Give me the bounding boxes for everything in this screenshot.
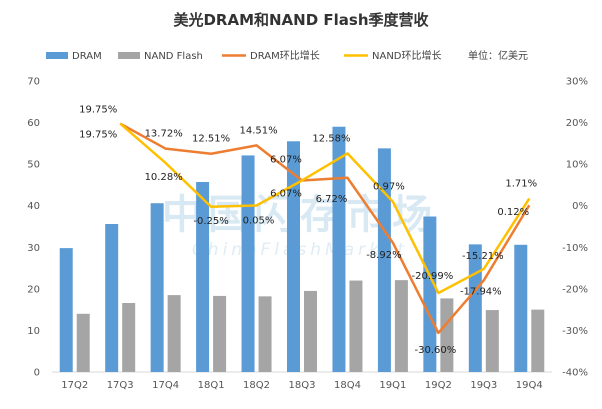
bar-nand <box>122 302 136 372</box>
y-right-tick-label: -30% <box>562 326 588 337</box>
y-right-tick-label: 0% <box>572 201 588 212</box>
bar-dram <box>377 148 391 372</box>
bar-dram <box>514 244 528 372</box>
data-label-nand-growth: 10.28% <box>145 172 183 183</box>
bar-dram <box>59 248 73 372</box>
bar-nand <box>258 296 272 372</box>
x-tick-label: 19Q4 <box>516 380 543 391</box>
data-label-dram-growth: -30.60% <box>414 345 456 356</box>
x-tick-label: 17Q2 <box>61 380 88 391</box>
data-label-nand-growth: 19.75% <box>79 130 117 141</box>
x-tick-label: 18Q3 <box>289 380 316 391</box>
bar-dram <box>105 224 119 372</box>
data-label-nand-growth: 1.71% <box>505 179 537 190</box>
data-label-dram-growth: 19.75% <box>79 105 117 116</box>
data-label-nand-growth: -15.21% <box>462 251 504 262</box>
data-label-dram-growth: 14.51% <box>239 125 277 136</box>
data-label-nand-growth: 0.97% <box>373 182 405 193</box>
bar-nand <box>76 313 90 372</box>
data-label-dram-growth: -8.92% <box>366 250 401 261</box>
unit-label: 单位：亿美元 <box>468 49 528 62</box>
data-label-dram-growth: 12.51% <box>192 134 230 145</box>
data-label-nand-growth: -0.25% <box>193 216 228 227</box>
y-right-tick-label: 30% <box>566 77 588 88</box>
x-tick-label: 18Q4 <box>334 380 361 391</box>
legend-label-dram-growth: DRAM环比增长 <box>250 49 320 62</box>
y-left-tick-label: 0 <box>34 368 40 379</box>
y-right-tick-label: -20% <box>562 284 588 295</box>
y-left-tick-label: 70 <box>27 77 40 88</box>
bar-dram <box>241 155 255 372</box>
y-right-tick-label: 10% <box>566 160 588 171</box>
line-nand-growth <box>119 122 531 295</box>
x-tick-label: 17Q3 <box>107 380 134 391</box>
bar-nand <box>167 295 181 372</box>
bar-nand <box>304 290 317 372</box>
y-right-tick-label: -40% <box>562 368 588 379</box>
y-right-tick-label: 20% <box>566 118 588 129</box>
data-label-dram-growth: 0.12% <box>497 207 529 218</box>
legend-swatch-dram <box>46 52 68 59</box>
bar-dram <box>468 244 482 372</box>
x-tick-label: 19Q3 <box>470 380 497 391</box>
bar-nand <box>349 280 363 372</box>
data-label-dram-growth: 13.72% <box>145 129 183 140</box>
data-label-nand-growth: 12.58% <box>312 133 350 144</box>
x-tick-label: 18Q2 <box>243 380 270 391</box>
legend-label-nand-growth: NAND环比增长 <box>372 49 442 62</box>
bar-dram <box>150 203 164 372</box>
data-label-dram-growth: 6.72% <box>316 194 348 205</box>
bar-nand <box>485 310 499 372</box>
bar-dram <box>332 126 346 372</box>
bar-dram <box>423 216 437 372</box>
y-left-tick-label: 60 <box>27 118 40 129</box>
bar-dram <box>287 141 300 372</box>
x-tick-label: 19Q2 <box>425 380 452 391</box>
legend-label-dram: DRAM <box>72 51 102 62</box>
chart-title: 美光DRAM和NAND Flash季度营收 <box>173 11 428 29</box>
legend-label-nand: NAND Flash <box>144 51 203 62</box>
y-left-tick-label: 40 <box>27 201 40 212</box>
x-tick-label: 19Q1 <box>379 380 406 391</box>
y-right-tick-label: -10% <box>562 243 588 254</box>
x-tick-label: 18Q1 <box>198 380 225 391</box>
y-left-tick-label: 30 <box>27 243 40 254</box>
data-label-nand-growth: 6.07% <box>270 188 302 199</box>
lines <box>119 122 531 335</box>
data-label-dram-growth: 6.07% <box>270 154 302 165</box>
data-label-nand-growth: 0.05% <box>243 216 275 227</box>
legend: DRAM NAND Flash DRAM环比增长 NAND环比增长 单位：亿美元 <box>46 49 528 62</box>
bar-nand <box>394 280 408 372</box>
legend-swatch-nand <box>118 52 140 59</box>
data-label-nand-growth: -20.99% <box>411 271 453 282</box>
bar-dram <box>196 182 210 372</box>
bar-nand <box>531 309 545 372</box>
y-left-tick-label: 10 <box>27 326 40 337</box>
line-dram-growth <box>119 122 531 335</box>
data-label-dram-growth: -17.94% <box>460 286 502 297</box>
data-labels: 19.75% 13.72% 12.51% 14.51% 6.07% 6.72% -8.92%… <box>79 105 537 356</box>
y-left-tick-label: 20 <box>27 284 40 295</box>
y-left-tick-label: 50 <box>27 160 40 171</box>
bars <box>59 126 545 372</box>
x-tick-label: 17Q4 <box>152 380 179 391</box>
bar-nand <box>440 298 454 372</box>
bar-nand <box>213 295 227 372</box>
axes: 0 10 20 30 40 50 60 70 -40% -30% -20% -10% 0% 10% 20% 3… <box>27 77 588 392</box>
